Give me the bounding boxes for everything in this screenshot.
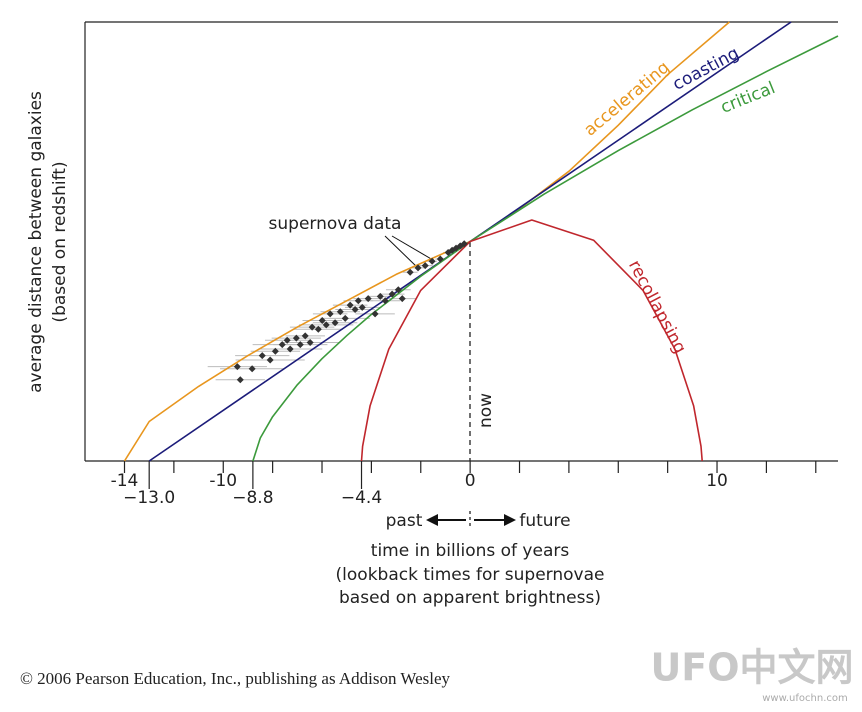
supernova-point <box>428 257 436 265</box>
series-label: coasting <box>670 43 743 94</box>
x-tick-label-lower: −8.8 <box>232 488 273 508</box>
supernova-point <box>296 341 304 349</box>
future-label: future <box>519 511 570 531</box>
x-tick-label: -10 <box>209 471 237 491</box>
x-tick-label: -14 <box>111 471 139 491</box>
supernova-point <box>308 323 316 331</box>
supernova-point <box>414 264 422 272</box>
supernova-point <box>292 334 300 342</box>
supernova-point <box>376 292 384 300</box>
supernova-point <box>301 332 309 340</box>
supernova-point <box>346 301 354 309</box>
supernova-point <box>354 297 362 305</box>
x-tick-label: 10 <box>706 471 728 491</box>
supernova-point <box>248 365 256 373</box>
supernova-point <box>322 321 330 329</box>
time-arrows <box>426 511 516 529</box>
supernova-point <box>314 325 322 333</box>
supernova-point <box>394 286 402 294</box>
supernova-point <box>388 290 396 298</box>
y-label: average distance between galaxies <box>26 91 46 393</box>
watermark-url: www.ufochn.com <box>762 693 847 704</box>
supernova-point <box>331 319 339 327</box>
supernova-point <box>351 306 359 314</box>
supernova-point <box>371 310 379 318</box>
supernova-point <box>236 376 244 384</box>
series-line <box>252 35 839 462</box>
supernova-point <box>421 262 429 270</box>
supernova-point <box>306 338 314 346</box>
supernova-point <box>336 308 344 316</box>
supernova-point <box>341 314 349 322</box>
watermark: UFO中文网 <box>650 646 853 690</box>
now-label: now <box>476 393 496 428</box>
supernova-label: supernova data <box>269 214 402 234</box>
supernova-point <box>283 336 291 344</box>
series-label: recollapsing <box>624 257 690 357</box>
supernova-point <box>266 356 274 364</box>
x-label: based on apparent brightness) <box>339 588 601 608</box>
y-label: (based on redshift) <box>50 161 70 322</box>
x-tick-label: 0 <box>465 471 476 491</box>
series-line <box>123 21 730 462</box>
supernova-point <box>286 345 294 353</box>
supernova-point <box>381 297 389 305</box>
x-tick-label-lower: −13.0 <box>123 488 175 508</box>
past-label: past <box>386 511 423 531</box>
supernova-point <box>233 363 241 371</box>
x-label: time in billions of years <box>371 541 570 561</box>
x-tick-label-lower: −4.4 <box>341 488 382 508</box>
supernova-point <box>358 303 366 311</box>
supernova-point <box>326 310 334 318</box>
supernova-point <box>271 347 279 355</box>
supernova-point <box>398 295 406 303</box>
supernova-point <box>460 240 468 248</box>
footer: © 2006 Pearson Education, Inc., publishi… <box>20 669 451 688</box>
series-label: critical <box>718 78 778 118</box>
supernova-pointers <box>384 235 434 269</box>
supernova-point <box>364 295 372 303</box>
series-line <box>360 219 703 462</box>
supernova-point <box>258 352 266 360</box>
x-label: (lookback times for supernovae <box>336 565 605 585</box>
supernova-point <box>406 268 414 276</box>
supernova-point <box>318 317 326 325</box>
supernova-point <box>278 341 286 349</box>
supernova-point <box>436 255 444 263</box>
